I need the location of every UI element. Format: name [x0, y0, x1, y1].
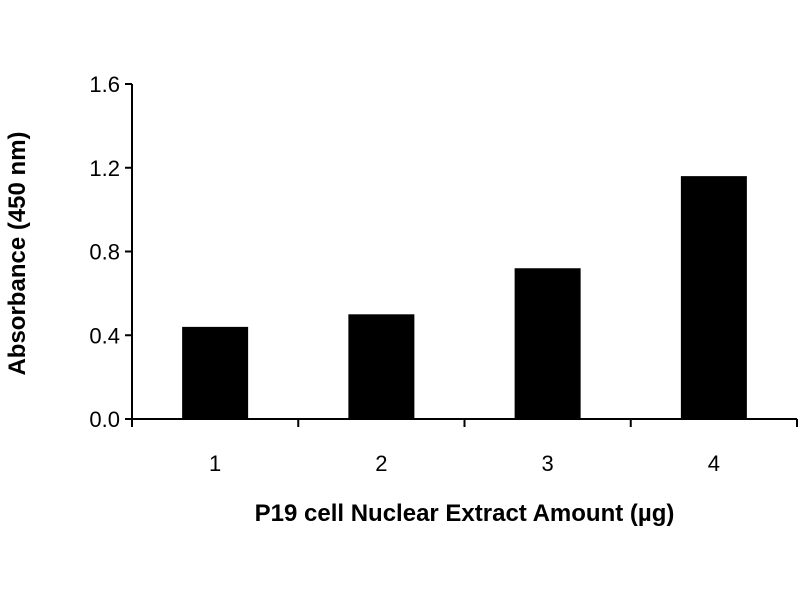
y-tick-label: 0.4	[89, 323, 120, 348]
x-ticks-group: 1 2 3 4	[131, 419, 798, 476]
y-tick-label: 0.0	[89, 407, 120, 432]
y-axis-title: Absorbance (450 nm)	[4, 131, 31, 375]
bar-2	[348, 314, 415, 419]
x-tick-label: 3	[542, 451, 554, 476]
y-ticks-group: 0.0 0.4 0.8 1.2 1.6	[89, 72, 132, 432]
x-tick-label: 4	[708, 451, 720, 476]
x-tick-label: 1	[209, 451, 221, 476]
x-axis-title: P19 cell Nuclear Extract Amount (µg)	[255, 500, 675, 527]
bar-4	[680, 176, 747, 419]
y-tick-label: 1.6	[89, 72, 120, 97]
y-tick-label: 1.2	[89, 156, 120, 181]
bars-group	[182, 176, 747, 419]
y-tick-label: 0.8	[89, 240, 120, 265]
bar-3	[514, 268, 581, 419]
bar-1	[182, 326, 249, 419]
x-tick-label: 2	[375, 451, 387, 476]
